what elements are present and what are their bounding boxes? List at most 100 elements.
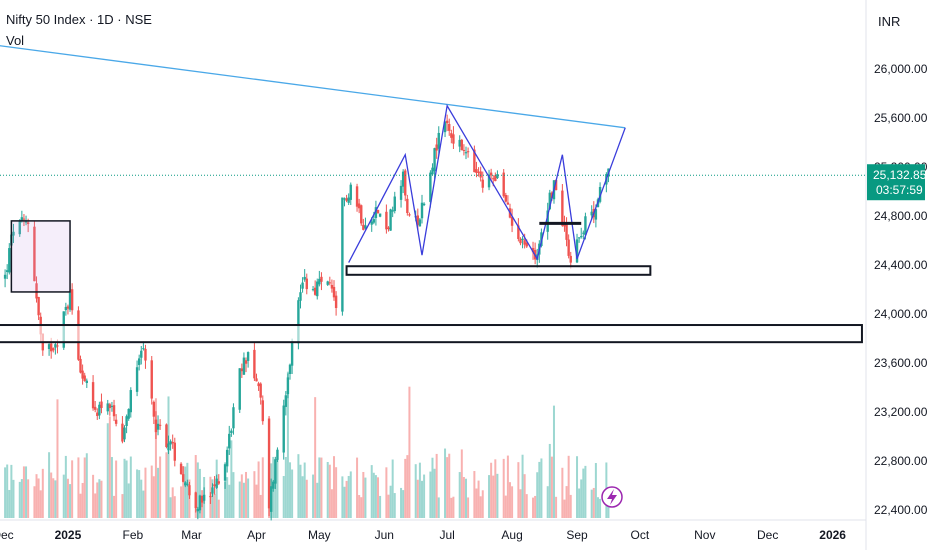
candle-body xyxy=(385,211,388,230)
volume-bar xyxy=(50,472,53,518)
volume-bar xyxy=(607,499,610,518)
candle-body xyxy=(52,348,55,351)
volume-bar xyxy=(479,496,482,518)
volume-bar xyxy=(154,398,157,518)
candle-body xyxy=(255,378,258,382)
candle-body xyxy=(184,482,187,486)
volume-bar xyxy=(196,462,199,518)
volume-bar xyxy=(563,499,566,518)
volume-bar xyxy=(56,399,59,518)
time-tick-label: 2026 xyxy=(819,528,846,542)
volume-bar xyxy=(35,474,38,518)
volume-bar xyxy=(517,462,520,518)
candle-body xyxy=(330,284,334,289)
candle-body xyxy=(112,405,116,417)
volume-indicator-label[interactable]: Vol xyxy=(6,33,25,48)
candle-body xyxy=(299,292,302,301)
volume-bar xyxy=(534,495,537,518)
volume-bar xyxy=(473,471,476,518)
volume-bar xyxy=(144,467,147,518)
trendline xyxy=(0,45,626,129)
candle-body xyxy=(284,395,288,407)
volume-bar xyxy=(81,482,84,518)
candle-body xyxy=(186,483,189,485)
candle-body xyxy=(349,184,352,200)
candle-body xyxy=(230,430,233,434)
volume-bar xyxy=(552,405,555,518)
volume-bar xyxy=(140,479,143,518)
volume-bar xyxy=(282,476,285,518)
volume-bar xyxy=(446,457,449,518)
volume-bar xyxy=(511,486,514,518)
volume-bar xyxy=(462,477,465,518)
candle-body xyxy=(228,433,231,449)
candle-body xyxy=(144,348,147,361)
volume-bar xyxy=(364,477,367,518)
candle-body xyxy=(110,405,114,407)
volume-bar xyxy=(180,486,183,518)
candle-body xyxy=(406,198,409,214)
candle-body xyxy=(473,149,476,173)
volume-bar xyxy=(245,471,248,518)
volume-bar xyxy=(247,478,250,518)
volume-bar xyxy=(184,466,187,518)
candle-body xyxy=(389,209,392,231)
volume-bar xyxy=(496,473,499,518)
candle-body xyxy=(357,203,361,209)
candle-body xyxy=(81,370,84,379)
volume-bar xyxy=(385,467,388,518)
volume-bar xyxy=(64,455,67,518)
candle-body xyxy=(416,215,420,225)
volume-bar xyxy=(379,495,382,518)
candle-body xyxy=(35,283,38,299)
volume-bar xyxy=(20,479,23,518)
volume-bar xyxy=(374,475,377,518)
candle-body xyxy=(272,481,275,489)
currency-label[interactable]: INR xyxy=(878,14,901,29)
candle-body xyxy=(267,418,271,509)
volume-bar xyxy=(347,475,350,518)
candle-body xyxy=(108,404,112,409)
candle-body xyxy=(66,306,70,309)
candle-body xyxy=(580,236,583,238)
lightning-icon[interactable] xyxy=(601,486,623,508)
price-tick-label: 24,800.00 xyxy=(874,209,928,223)
volume-bar xyxy=(429,471,432,518)
volume-bar xyxy=(173,496,176,518)
candle-body xyxy=(506,202,510,205)
volume-bar xyxy=(127,483,130,518)
candle-body xyxy=(156,423,160,430)
volume-bar xyxy=(521,454,524,518)
volume-bar xyxy=(437,497,440,518)
volume-bar xyxy=(142,490,145,518)
symbol-title: Nifty 50 Index · 1D · NSE xyxy=(6,12,152,27)
time-tick-label: Dec xyxy=(0,528,14,542)
volume-bar xyxy=(569,494,572,518)
candle-body xyxy=(448,123,451,131)
candle-body xyxy=(240,368,244,372)
candle-body xyxy=(546,210,549,232)
volume-bar xyxy=(261,457,264,518)
time-tick-label: Apr xyxy=(247,528,266,542)
candle-body xyxy=(550,192,554,199)
volume-bar xyxy=(536,472,539,518)
volume-bar xyxy=(444,448,447,518)
candle-body xyxy=(487,174,491,188)
candle-body xyxy=(479,171,482,178)
volume-bar xyxy=(525,494,528,518)
volume-bar xyxy=(303,462,306,518)
volume-bar xyxy=(25,466,28,518)
volume-bar xyxy=(561,467,564,518)
candle-body xyxy=(437,132,440,149)
volume-bar xyxy=(458,472,461,518)
volume-bar xyxy=(167,396,170,518)
candle-body xyxy=(22,218,26,220)
candle-body xyxy=(169,441,172,445)
candle-body xyxy=(152,401,156,417)
consolidation-box xyxy=(10,220,71,293)
volume-bar xyxy=(314,397,317,518)
time-tick-label: Dec xyxy=(757,528,778,542)
volume-bar xyxy=(224,481,227,518)
candle-body xyxy=(211,487,214,494)
